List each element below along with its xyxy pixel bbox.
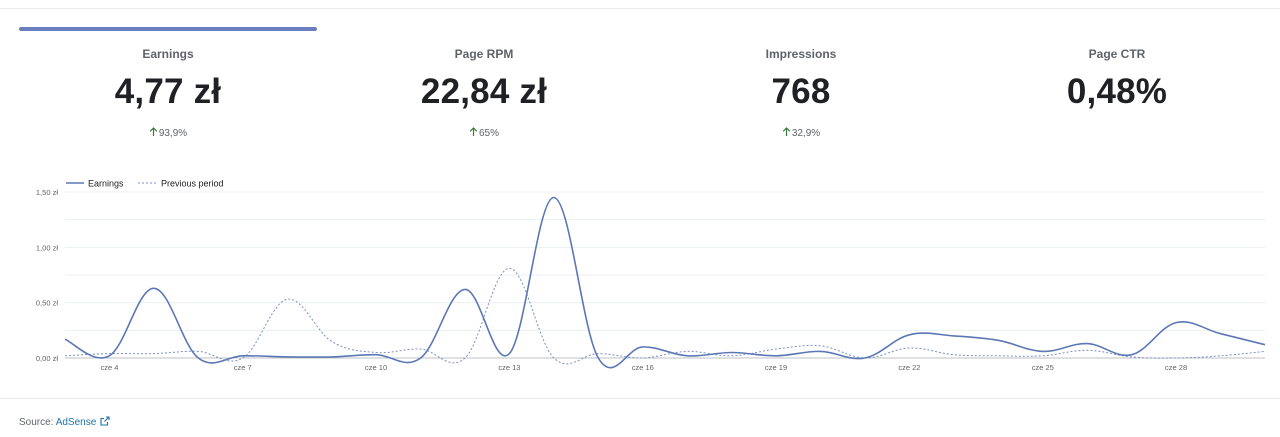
previous-period-point: [286, 298, 289, 301]
metric-delta-value: 93,9%: [158, 128, 188, 139]
legend-label-previous-period: Previous period: [161, 179, 224, 189]
metric-label: Page CTR: [1088, 47, 1146, 61]
previous-period-point: [330, 340, 333, 343]
previous-period-point: [1219, 354, 1222, 357]
previous-period-point: [730, 354, 733, 357]
earnings-point: [952, 334, 955, 337]
previous-period-point: [464, 357, 467, 360]
earnings-point: [1264, 343, 1267, 346]
earnings-point: [64, 338, 67, 341]
x-tick-label: cze 19: [765, 363, 787, 372]
x-tick-label: cze 28: [1165, 363, 1187, 372]
previous-period-point: [64, 354, 67, 357]
metric-delta-value: 65%: [478, 128, 499, 139]
y-tick-label: 1,00 zł: [36, 243, 58, 252]
bottom-divider: [0, 398, 1280, 399]
earnings-chart: 0,00 zł 0,50 zł 1,00 zł 1,50 zł cze 4 cze 7 cz…: [0, 170, 1280, 380]
previous-period-point: [775, 348, 778, 351]
metric-tab-page-rpm[interactable]: Page RPM 22,84 zł 65%: [334, 46, 634, 140]
x-tick-label: cze 4: [100, 363, 118, 372]
metric-label: Impressions: [765, 47, 837, 61]
earnings-point: [730, 351, 733, 354]
metric-delta: 65%: [334, 127, 634, 140]
chart-svg: 0,00 zł 0,50 zł 1,00 zł 1,50 zł cze 4 cze 7 cz…: [36, 179, 1267, 372]
metric-tab-earnings[interactable]: Earnings 4,77 zł 93,9%: [18, 46, 318, 140]
earnings-point: [1041, 350, 1044, 353]
y-tick-label: 0,50 zł: [36, 299, 58, 308]
previous-period-point: [1086, 349, 1089, 352]
top-divider: [0, 8, 1280, 9]
earnings-point: [464, 288, 467, 291]
x-tick-label: cze 16: [632, 363, 654, 372]
x-tick-label: cze 10: [365, 363, 387, 372]
earnings-line: [64, 196, 1266, 369]
metric-delta-value: 32,9%: [791, 128, 821, 139]
previous-period-point: [152, 352, 155, 355]
metric-value: 22,84 zł: [420, 72, 548, 111]
y-tick-label: 0,00 zł: [36, 354, 58, 363]
previous-period-line: [64, 267, 1266, 365]
arrow-up-icon: [782, 127, 791, 136]
previous-period-point: [1175, 357, 1178, 360]
x-tick-label: cze 25: [1032, 363, 1054, 372]
previous-period-point: [864, 357, 867, 360]
earnings-point: [330, 355, 333, 358]
earnings-point: [508, 352, 511, 355]
earnings-point: [152, 287, 155, 290]
earnings-point: [597, 357, 600, 360]
previous-period-point: [1041, 354, 1044, 357]
earnings-point: [419, 357, 422, 360]
metric-value: 0,48%: [1066, 72, 1168, 111]
adsense-link-label: AdSense: [55, 417, 97, 428]
metric-tab-impressions[interactable]: Impressions 768 32,9%: [651, 46, 951, 140]
x-tick-label: cze 13: [498, 363, 520, 372]
earnings-point: [552, 196, 555, 199]
metric-delta: 32,9%: [651, 127, 951, 140]
previous-period-point: [997, 354, 1000, 357]
earnings-point: [1219, 332, 1222, 335]
x-tick-label: cze 7: [234, 363, 252, 372]
y-tick-label: 1,50 zł: [36, 188, 58, 197]
metric-value: 768: [771, 72, 831, 111]
earnings-point: [775, 354, 778, 357]
earnings-point: [908, 333, 911, 336]
x-tick-label: cze 22: [898, 363, 920, 372]
previous-period-point: [419, 348, 422, 351]
external-link-icon: [100, 416, 110, 426]
adsense-link[interactable]: AdSense: [55, 416, 111, 428]
metric-label: Page RPM: [454, 47, 514, 61]
earnings-point: [686, 354, 689, 357]
previous-period-point: [508, 267, 511, 270]
metric-value: 4,77 zł: [114, 72, 222, 111]
legend-label-earnings: Earnings: [88, 179, 124, 189]
arrow-up-icon: [469, 127, 478, 136]
previous-period-point: [819, 344, 822, 347]
earnings-point: [997, 339, 1000, 342]
previous-period-point: [952, 353, 955, 356]
previous-period-point: [241, 357, 244, 360]
previous-period-point: [597, 352, 600, 355]
previous-period-point: [552, 357, 555, 360]
previous-period-point: [1130, 355, 1133, 358]
metric-label: Earnings: [142, 47, 194, 61]
previous-period-point: [197, 350, 200, 353]
source-footer: Source: AdSense: [19, 416, 110, 428]
previous-period-point: [1264, 350, 1267, 353]
previous-period-point: [375, 351, 378, 354]
earnings-point: [1086, 342, 1089, 345]
previous-period-point: [641, 357, 644, 360]
source-prefix: Source:: [19, 417, 54, 428]
previous-period-point: [108, 352, 111, 355]
selected-metric-indicator: [19, 27, 317, 31]
metric-delta: 93,9%: [18, 127, 318, 140]
previous-period-point: [908, 347, 911, 350]
metric-tab-page-ctr[interactable]: Page CTR 0,48%: [967, 46, 1267, 112]
earnings-point: [819, 350, 822, 353]
earnings-point: [1175, 321, 1178, 324]
arrow-up-icon: [149, 127, 158, 136]
earnings-point: [286, 355, 289, 358]
previous-period-point: [686, 350, 689, 353]
earnings-point: [197, 357, 200, 360]
earnings-point: [641, 345, 644, 348]
